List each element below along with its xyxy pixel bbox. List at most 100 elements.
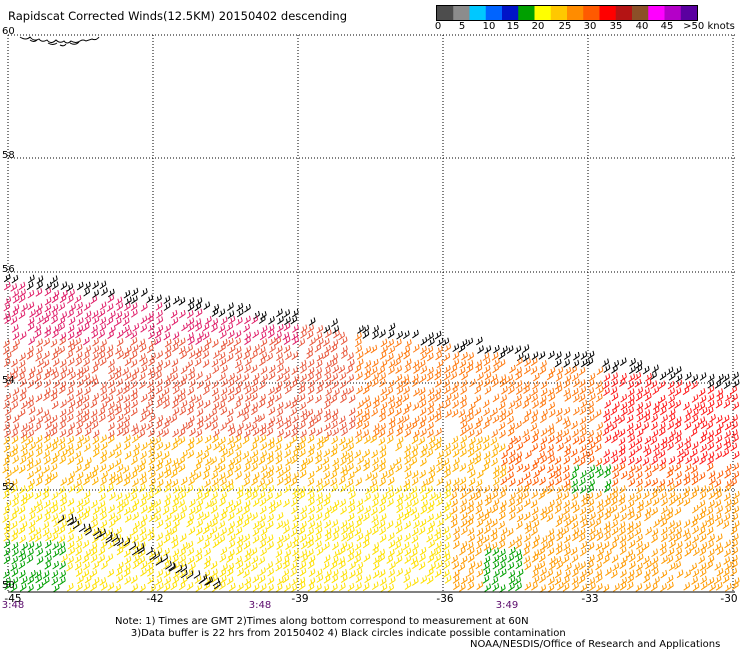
wind-barb — [213, 351, 219, 359]
wind-barb — [11, 521, 17, 529]
wind-barb — [653, 519, 659, 527]
wind-barb — [444, 533, 450, 541]
wind-barb — [459, 583, 465, 591]
wind-barb — [244, 541, 250, 549]
wind-barb — [108, 505, 114, 513]
wind-barb — [51, 472, 57, 480]
wind-barb — [468, 554, 474, 562]
wind-barb — [715, 576, 721, 584]
wind-barb — [595, 491, 601, 499]
wind-barb — [499, 359, 505, 367]
wind-barb — [387, 353, 393, 361]
wind-barb — [532, 381, 538, 389]
wind-barb — [517, 569, 523, 577]
wind-barb — [724, 430, 730, 438]
wind-barb — [451, 555, 457, 563]
wind-barb — [524, 499, 530, 507]
wind-barb — [61, 449, 67, 457]
wind-barb — [204, 302, 210, 310]
wind-barb — [709, 471, 715, 479]
wind-barb — [267, 584, 273, 592]
wind-barb — [732, 513, 738, 521]
wind-barb — [149, 457, 155, 465]
wind-barb — [685, 408, 691, 416]
wind-barb — [733, 506, 739, 514]
wind-barb — [675, 479, 681, 487]
wind-barb — [228, 549, 234, 557]
wind-barb — [675, 520, 681, 528]
wind-barb — [37, 416, 43, 424]
wind-barb — [100, 478, 106, 486]
wind-barb — [197, 519, 203, 527]
wind-barb — [131, 309, 137, 317]
wind-barb — [61, 311, 67, 319]
wind-barb — [452, 409, 458, 417]
wind-barb — [524, 541, 530, 549]
wind-barb — [340, 380, 346, 388]
wind-barb — [629, 540, 635, 548]
wind-barb — [189, 379, 195, 387]
wind-barb — [333, 526, 339, 534]
wind-barb — [499, 584, 505, 592]
wind-barb — [453, 457, 459, 465]
wind-barb — [316, 332, 322, 340]
wind-barb — [468, 534, 474, 542]
wind-barb — [268, 395, 274, 403]
wind-barb — [91, 400, 97, 408]
wind-barb — [540, 366, 546, 374]
wind-barb — [349, 562, 355, 570]
wind-barb — [643, 491, 649, 499]
wind-barb — [61, 554, 67, 562]
wind-barb — [227, 554, 233, 562]
wind-barb — [611, 407, 617, 415]
wind-barb — [459, 563, 465, 571]
wind-barb — [461, 435, 467, 443]
wind-barb — [477, 535, 483, 543]
wind-barb — [188, 387, 194, 395]
wind-barb — [539, 491, 545, 499]
wind-barb — [724, 400, 730, 408]
wind-barb — [53, 549, 59, 557]
wind-barb — [19, 409, 25, 417]
wind-barb — [499, 402, 505, 410]
wind-barb — [643, 366, 649, 374]
colorbar-swatch — [502, 6, 519, 20]
wind-barb — [660, 372, 666, 380]
wind-barb — [149, 471, 155, 479]
wind-barb — [131, 296, 137, 304]
wind-barb — [523, 484, 529, 492]
wind-barb — [540, 360, 546, 368]
wind-barb — [181, 477, 187, 485]
colorbar-swatch — [518, 6, 535, 20]
wind-barb — [395, 486, 401, 494]
wind-barb — [645, 499, 651, 507]
wind-barb — [427, 422, 433, 430]
wind-barb — [37, 339, 43, 347]
wind-barb — [229, 373, 235, 381]
wind-barb — [61, 366, 67, 374]
wind-barb — [341, 541, 347, 549]
wind-barb — [3, 401, 9, 409]
wind-barb — [236, 317, 242, 325]
wind-barb — [387, 498, 393, 506]
wind-barb — [379, 527, 385, 535]
wind-barb — [148, 367, 154, 375]
wind-barb — [436, 352, 442, 360]
wind-barb — [147, 295, 153, 303]
wind-barb — [596, 542, 602, 550]
wind-barb — [389, 323, 395, 331]
wind-barb — [652, 478, 658, 486]
wind-barb — [51, 464, 57, 472]
wind-barb — [148, 331, 154, 339]
wind-barb — [421, 366, 427, 374]
wind-barb — [109, 450, 115, 458]
wind-barb — [517, 478, 523, 486]
wind-barb — [5, 470, 11, 478]
wind-barb — [195, 351, 201, 359]
wind-barb — [19, 295, 25, 303]
wind-barb — [539, 561, 545, 569]
wind-barb — [579, 562, 585, 570]
wind-barb — [189, 527, 195, 535]
wind-barb — [284, 472, 290, 480]
wind-barb — [660, 583, 666, 591]
